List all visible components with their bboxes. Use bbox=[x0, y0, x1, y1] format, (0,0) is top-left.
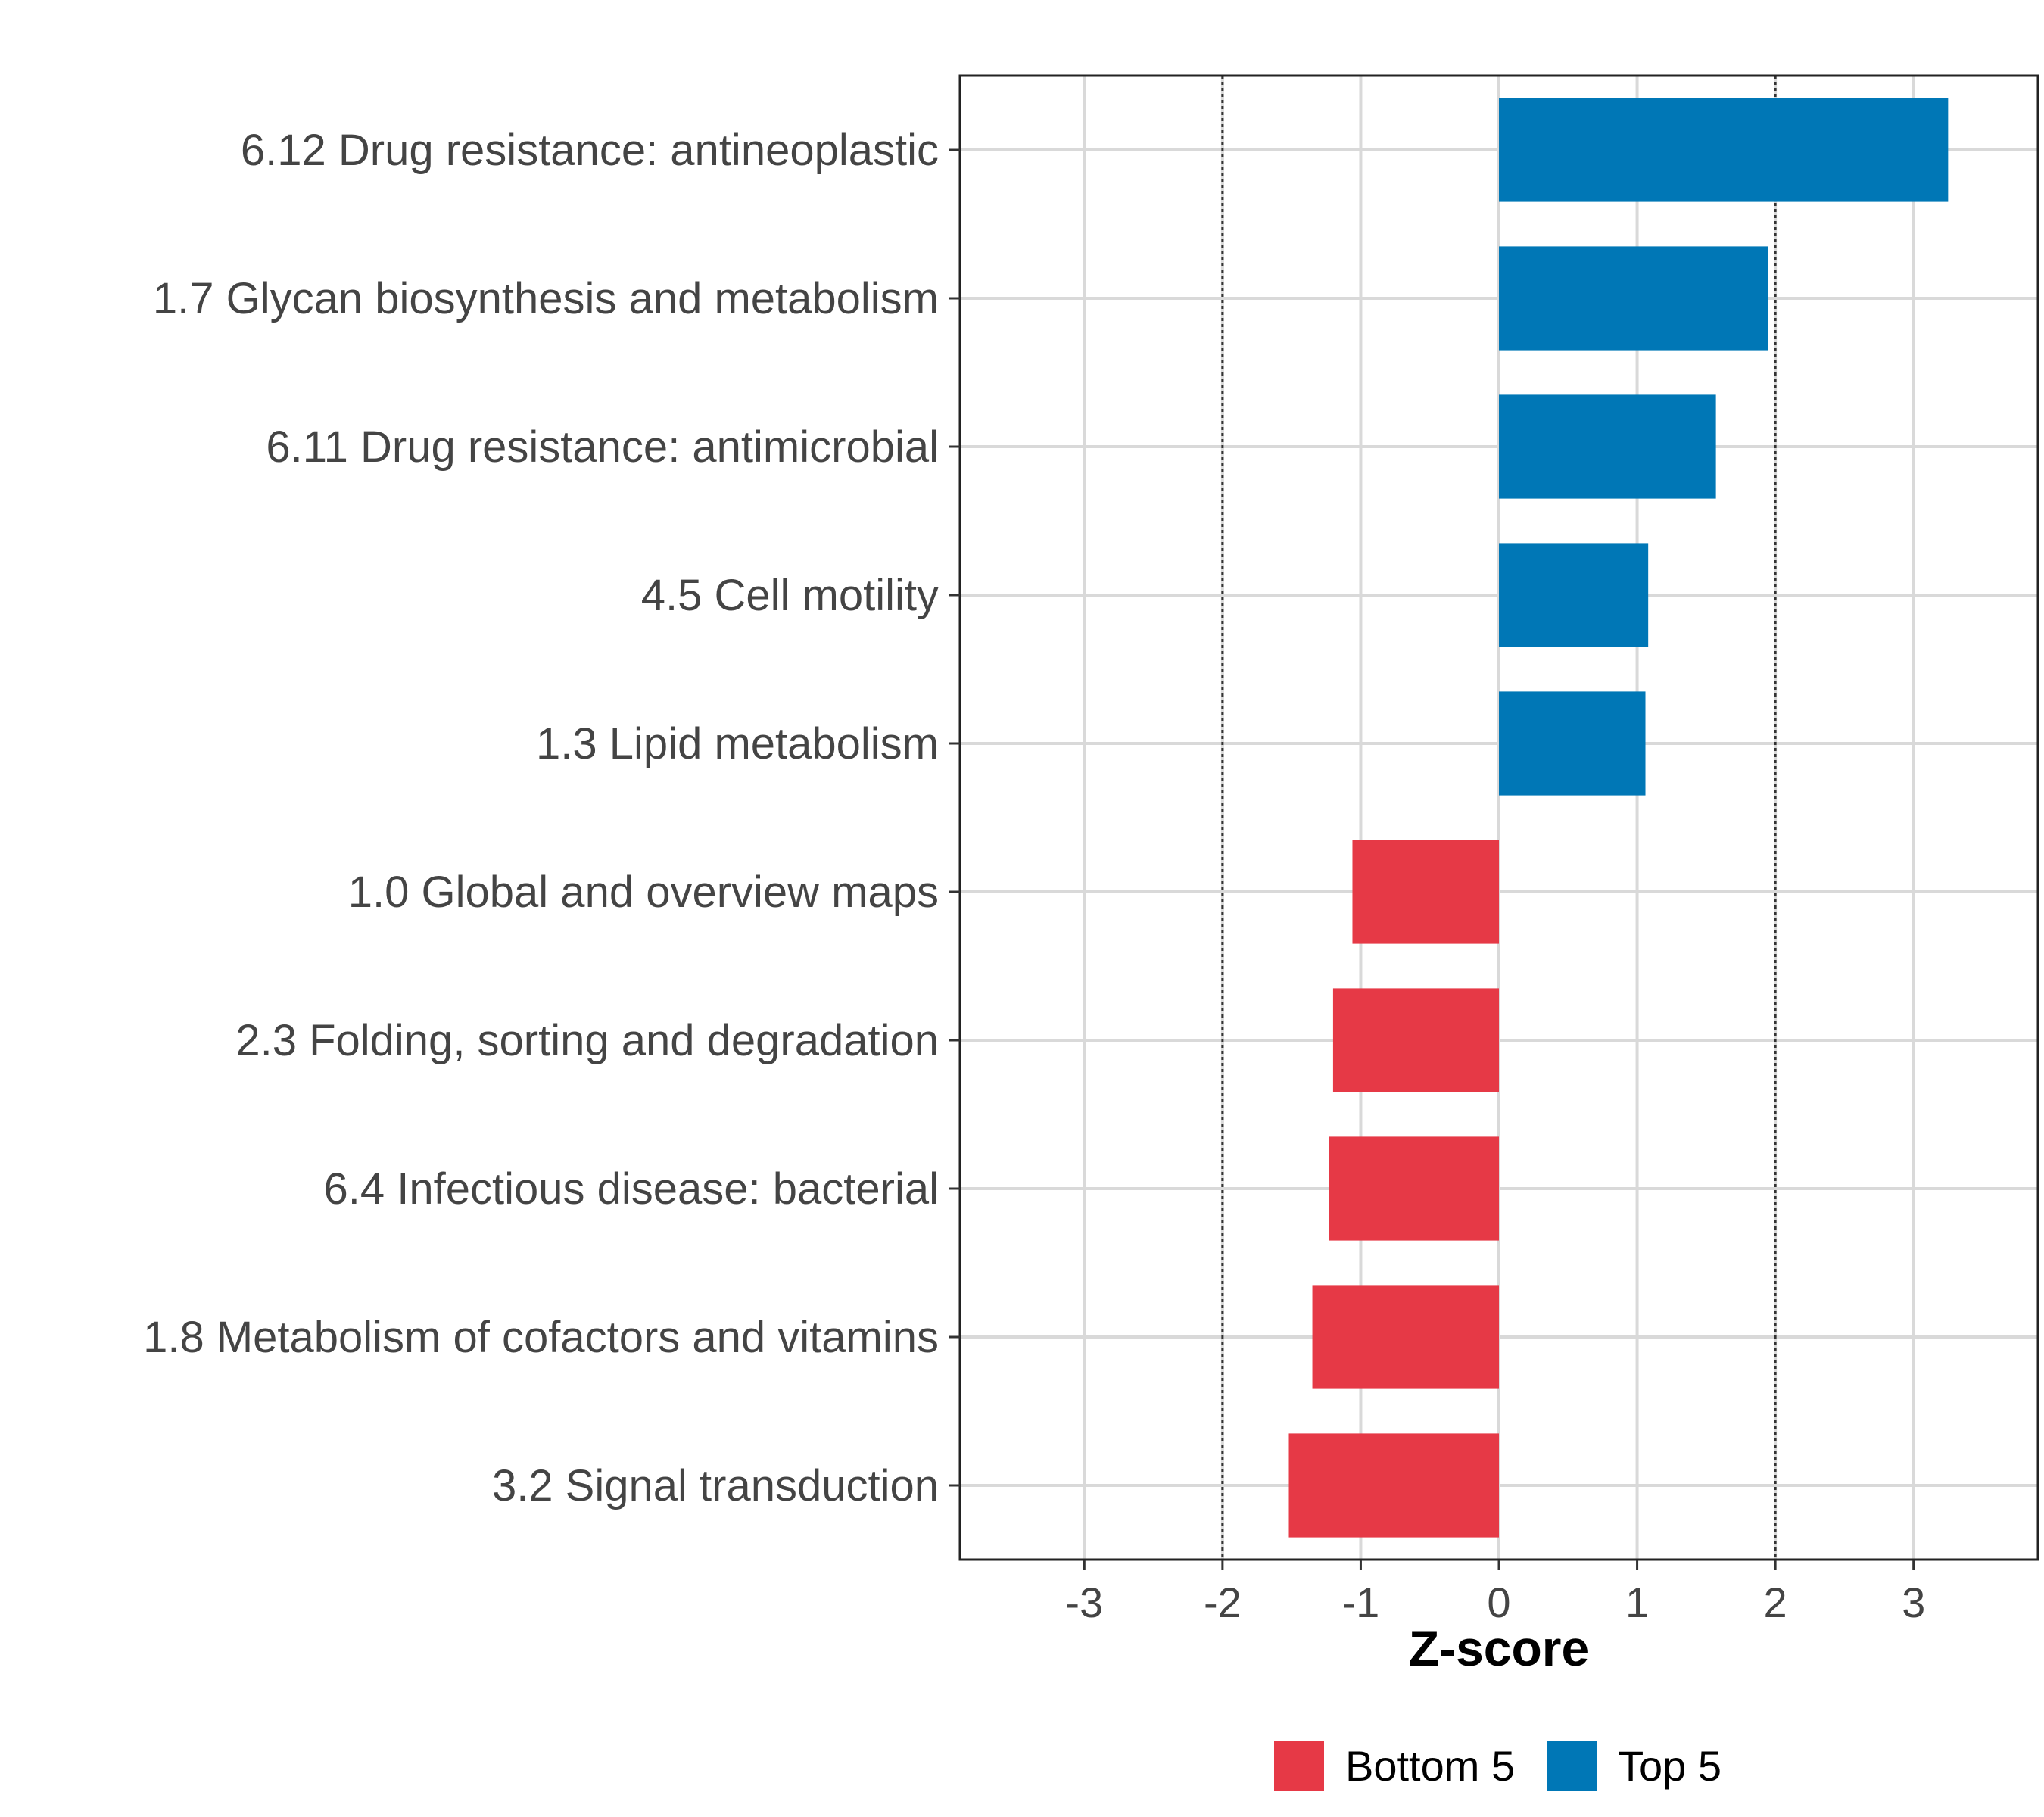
x-tick-label: -3 bbox=[1065, 1579, 1103, 1626]
bar bbox=[1288, 1433, 1499, 1538]
bar bbox=[1499, 98, 1949, 202]
y-tick-label: 1.0 Global and overview maps bbox=[348, 868, 939, 917]
y-tick-label: 3.2 Signal transduction bbox=[492, 1461, 939, 1510]
y-tick-label: 4.5 Cell motility bbox=[641, 571, 939, 620]
y-tick-label: 6.4 Infectious disease: bacterial bbox=[324, 1164, 939, 1214]
bar bbox=[1499, 543, 1649, 647]
y-tick-label: 1.3 Lipid metabolism bbox=[536, 719, 939, 768]
x-tick-label: -1 bbox=[1342, 1579, 1380, 1626]
bars bbox=[1288, 98, 1949, 1538]
legend-label: Top 5 bbox=[1618, 1742, 1722, 1790]
y-tick-label: 1.7 Glycan biosynthesis and metabolism bbox=[153, 274, 939, 323]
reference-lines bbox=[1221, 76, 1777, 1560]
x-tick-label: 2 bbox=[1764, 1579, 1787, 1626]
bar bbox=[1499, 246, 1768, 351]
y-tick-label: 6.12 Drug resistance: antineoplastic bbox=[241, 126, 939, 175]
bar bbox=[1329, 1136, 1499, 1241]
bar bbox=[1352, 840, 1499, 944]
x-axis-title: Z-score bbox=[1409, 1620, 1589, 1676]
bar bbox=[1312, 1285, 1499, 1389]
y-axis-ticks: 6.12 Drug resistance: antineoplastic 1.7 … bbox=[143, 126, 960, 1510]
y-tick-label: 6.11 Drug resistance: antimicrobial bbox=[266, 422, 939, 472]
bar bbox=[1499, 691, 1646, 796]
y-tick-label: 1.8 Metabolism of cofactors and vitamins bbox=[143, 1313, 939, 1362]
bar bbox=[1499, 394, 1716, 499]
x-tick-label: 0 bbox=[1487, 1579, 1510, 1626]
legend-label: Bottom 5 bbox=[1345, 1742, 1515, 1790]
x-axis-ticks: -3 -2 -1 0 1 2 3 bbox=[1065, 1560, 1925, 1626]
legend-swatch bbox=[1274, 1741, 1324, 1791]
bar bbox=[1332, 988, 1499, 1092]
legend: Bottom 5 Top 5 bbox=[1274, 1741, 1722, 1791]
x-tick-label: -2 bbox=[1204, 1579, 1242, 1626]
x-tick-label: 3 bbox=[1902, 1579, 1925, 1626]
x-tick-label: 1 bbox=[1625, 1579, 1649, 1626]
legend-swatch bbox=[1547, 1741, 1597, 1791]
y-tick-label: 2.3 Folding, sorting and degradation bbox=[235, 1016, 939, 1065]
